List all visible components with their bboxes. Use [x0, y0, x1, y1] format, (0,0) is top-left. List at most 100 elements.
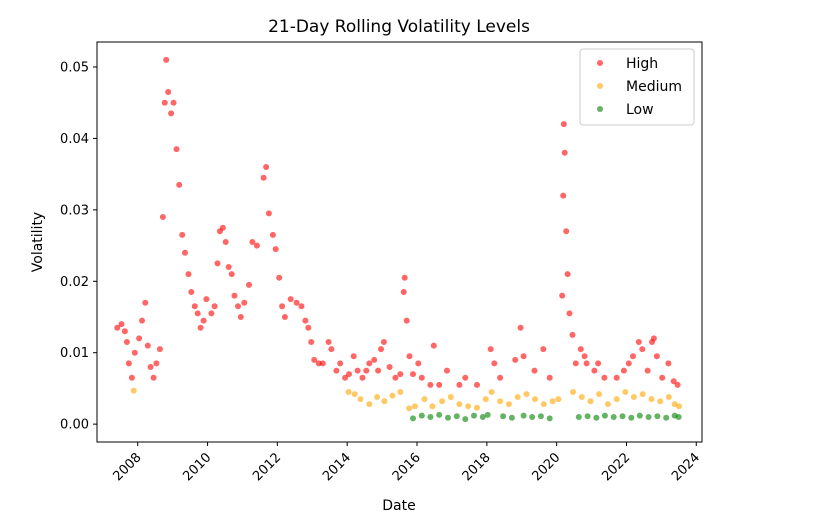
data-point-high	[337, 360, 344, 367]
data-point-low	[471, 412, 477, 419]
data-point-high	[231, 292, 238, 299]
data-point-low	[575, 414, 582, 420]
data-point-medium	[488, 389, 495, 395]
data-point-medium	[622, 389, 629, 395]
data-point-high	[276, 274, 283, 281]
data-point-high	[237, 314, 244, 320]
data-point-high	[114, 324, 121, 331]
data-point-low	[453, 413, 460, 420]
data-point-low	[628, 414, 635, 421]
data-point-medium	[411, 403, 418, 410]
data-point-high	[564, 271, 571, 278]
data-point-high	[375, 367, 382, 374]
data-point-high	[281, 314, 288, 320]
data-point-high	[173, 146, 180, 153]
x-tick-label: 2022	[599, 450, 633, 484]
data-point-high	[456, 381, 463, 388]
data-point-high	[386, 364, 393, 370]
data-point-low	[500, 413, 507, 420]
data-point-high	[249, 239, 256, 245]
data-point-low	[418, 412, 425, 419]
data-point-high	[293, 299, 300, 306]
data-point-high	[563, 228, 570, 235]
data-point-high	[401, 274, 408, 281]
data-point-medium	[570, 389, 576, 395]
series-low	[410, 411, 682, 423]
data-point-high	[531, 367, 538, 374]
data-point-low	[529, 414, 536, 420]
data-point-high	[512, 356, 519, 363]
data-point-high	[630, 353, 636, 360]
data-point-low	[636, 412, 643, 419]
data-point-high	[182, 249, 188, 256]
data-point-medium	[366, 401, 373, 408]
x-tick-label: 2014	[320, 450, 354, 484]
data-point-high	[430, 342, 437, 349]
data-point-high	[219, 224, 226, 231]
legend-label-high: High	[626, 56, 658, 72]
data-point-high	[153, 360, 160, 367]
data-point-high	[272, 246, 279, 253]
data-point-high	[139, 317, 145, 324]
data-point-medium	[406, 405, 413, 412]
data-point-high	[185, 271, 192, 278]
data-point-medium	[613, 396, 620, 403]
data-point-high	[302, 317, 309, 324]
data-point-high	[165, 89, 172, 95]
data-point-high	[366, 360, 373, 367]
data-point-high	[328, 346, 335, 353]
data-point-low	[601, 412, 608, 419]
data-point-high	[613, 374, 620, 381]
legend-marker-low	[597, 106, 603, 112]
data-point-low	[436, 411, 443, 418]
data-point-high	[253, 242, 260, 249]
data-point-high	[650, 335, 657, 342]
data-point-high	[188, 289, 195, 295]
data-point-high	[260, 174, 267, 181]
legend-label-low: Low	[626, 102, 654, 118]
data-point-high	[620, 367, 627, 374]
data-point-medium	[540, 401, 547, 408]
data-point-high	[359, 374, 366, 381]
data-point-high	[147, 364, 154, 370]
data-point-high	[415, 360, 422, 367]
data-point-medium	[482, 396, 489, 403]
data-point-high	[520, 353, 527, 360]
data-point-medium	[374, 394, 381, 400]
data-point-high	[659, 374, 666, 381]
legend: High Medium Low	[579, 48, 695, 126]
y-tick-label: 0.04	[60, 132, 89, 147]
data-point-high	[150, 374, 157, 381]
data-point-medium	[351, 391, 358, 398]
y-tick-label: 0.03	[60, 203, 89, 218]
data-point-high	[674, 381, 681, 388]
data-point-high	[311, 356, 318, 363]
data-point-high	[200, 317, 207, 324]
data-point-high	[123, 339, 130, 345]
x-tick-label: 2018	[460, 450, 494, 484]
data-point-high	[342, 374, 349, 381]
data-point-low	[663, 414, 670, 421]
data-point-low	[645, 414, 652, 420]
data-point-high	[380, 339, 387, 345]
y-axis: 0.00 0.01 0.02 0.03 0.04 0.05	[60, 61, 97, 433]
data-point-high	[540, 346, 547, 353]
x-tick-label: 2020	[529, 450, 563, 484]
data-point-high	[601, 374, 608, 381]
x-tick-label: 2016	[390, 450, 424, 484]
data-point-medium	[381, 398, 388, 405]
data-point-high	[170, 99, 177, 106]
data-point-high	[208, 310, 215, 317]
data-point-high	[639, 346, 646, 353]
y-tick-label: 0.05	[60, 61, 89, 76]
data-point-high	[246, 281, 252, 288]
data-point-medium	[596, 391, 603, 398]
data-point-low	[462, 416, 469, 423]
data-point-medium	[604, 401, 611, 408]
data-point-low	[508, 414, 515, 421]
data-point-high	[371, 356, 378, 363]
data-point-high	[403, 317, 410, 324]
data-point-low	[546, 415, 553, 422]
data-point-high	[670, 378, 677, 385]
data-point-high	[577, 346, 584, 353]
